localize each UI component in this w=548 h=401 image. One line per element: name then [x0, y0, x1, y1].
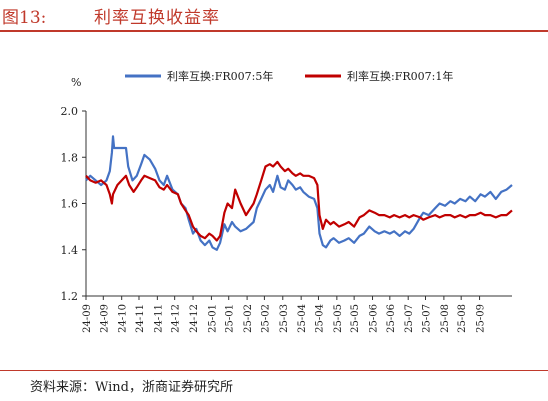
legend-label-1: 利率互换:FR007:5年 [167, 69, 273, 83]
x-tick-label: 25-08 [440, 304, 451, 333]
x-tick-label: 25-01 [225, 304, 236, 333]
y-tick-label: 1.6 [61, 198, 79, 211]
x-tick-label: 24-09 [99, 304, 110, 333]
series-line-2 [85, 160, 513, 242]
x-tick-label: 24-12 [171, 304, 182, 333]
legend-label-2: 利率互换:FR007:1年 [347, 69, 453, 83]
x-tick-label: 24-10 [118, 304, 129, 333]
y-tick-label: 1.4 [61, 244, 79, 257]
series-lines [85, 135, 513, 251]
header-rule [0, 30, 548, 32]
footer-rule [0, 370, 548, 371]
x-tick-label: 25-02 [260, 304, 271, 333]
source-note: 资料来源：Wind，浙商证券研究所 [30, 380, 233, 395]
legend: 利率互换:FR007:5年 利率互换:FR007:1年 [125, 69, 453, 83]
series-line-1 [85, 135, 513, 251]
figure-title: 利率互换收益率 [94, 8, 220, 28]
x-tick-label: 25-05 [350, 304, 361, 333]
x-tick-label: 24-11 [135, 304, 146, 333]
x-tick-label: 25-04 [314, 304, 325, 333]
x-tick-label: 24-09 [82, 304, 93, 333]
x-axis: 24-09 24-09 24-10 24-11 24-11 24-12 24-12 25-01… [82, 295, 512, 333]
figure-label: 图13: [2, 8, 47, 28]
x-tick-label: 25-07 [422, 304, 433, 333]
x-tick-label: 25-09 [476, 304, 487, 333]
x-tick-label: 24-12 [189, 304, 200, 333]
x-tick-label: 25-07 [404, 304, 415, 333]
x-tick-label: 25-06 [386, 304, 397, 333]
y-tick-label: 1.8 [61, 151, 79, 164]
y-tick-label: 2.0 [61, 105, 79, 118]
x-tick-label: 25-08 [457, 304, 468, 333]
x-tick-label: 25-06 [369, 304, 380, 333]
x-tick-label: 24-11 [153, 304, 164, 333]
figure-header: 图13: 利率互换收益率 [0, 0, 548, 30]
x-tick-label: 25-05 [333, 304, 344, 333]
y-tick-label: 1.2 [61, 290, 79, 303]
x-tick-label: 25-04 [297, 304, 308, 333]
x-tick-label: 25-03 [279, 304, 290, 333]
y-axis-unit: % [71, 76, 81, 89]
line-chart: % 利率互换:FR007:5年 利率互换:FR007:1年 2.0 1.8 1.6 1.… [61, 69, 513, 333]
y-axis: 2.0 1.8 1.6 1.4 1.2 [61, 105, 87, 303]
x-tick-label: 25-02 [243, 304, 254, 333]
x-tick-label: 25-01 [207, 304, 218, 333]
